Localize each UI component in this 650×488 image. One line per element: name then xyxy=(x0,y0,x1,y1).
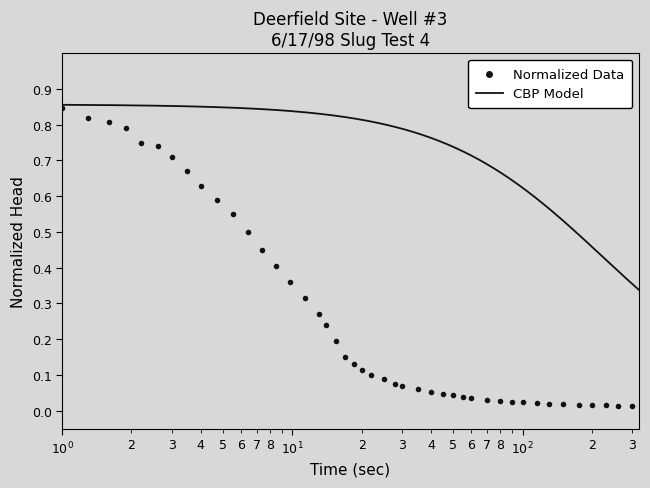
Point xyxy=(412,386,423,393)
Point xyxy=(212,197,222,204)
Point xyxy=(587,401,597,409)
Point xyxy=(153,143,163,151)
Point xyxy=(196,182,206,190)
Point xyxy=(313,311,324,319)
Point xyxy=(83,115,94,122)
Point xyxy=(601,402,611,409)
Point xyxy=(458,393,468,401)
Point xyxy=(356,366,367,374)
Point xyxy=(321,322,332,329)
Point xyxy=(397,383,408,390)
Point xyxy=(558,401,568,408)
Point xyxy=(331,337,341,345)
Point xyxy=(340,353,350,361)
Point xyxy=(121,125,131,133)
Point xyxy=(531,399,541,407)
Point xyxy=(300,295,310,303)
Point xyxy=(271,263,281,270)
Point xyxy=(379,375,389,383)
Point xyxy=(495,397,506,405)
Point xyxy=(182,168,192,176)
Point xyxy=(257,246,267,254)
Point xyxy=(390,380,400,388)
Y-axis label: Normalized Head: Normalized Head xyxy=(11,176,26,307)
Point xyxy=(448,392,458,400)
Point xyxy=(507,398,517,406)
Point xyxy=(437,390,448,398)
Point xyxy=(466,394,476,402)
Point xyxy=(227,211,238,219)
Title: Deerfield Site - Well #3
6/17/98 Slug Test 4: Deerfield Site - Well #3 6/17/98 Slug Te… xyxy=(254,11,448,50)
Point xyxy=(285,279,296,286)
Point xyxy=(543,400,554,407)
Point xyxy=(167,154,177,162)
Point xyxy=(348,361,359,368)
Point xyxy=(573,401,584,409)
Legend: Normalized Data, CBP Model: Normalized Data, CBP Model xyxy=(468,61,632,109)
Point xyxy=(57,104,68,112)
Point xyxy=(242,228,253,236)
Point xyxy=(426,388,436,396)
Point xyxy=(517,398,528,406)
Point xyxy=(366,371,376,379)
Point xyxy=(136,140,146,147)
Point xyxy=(627,403,638,410)
Point xyxy=(613,402,623,410)
Point xyxy=(482,396,492,404)
X-axis label: Time (sec): Time (sec) xyxy=(311,462,391,477)
Point xyxy=(104,119,114,126)
